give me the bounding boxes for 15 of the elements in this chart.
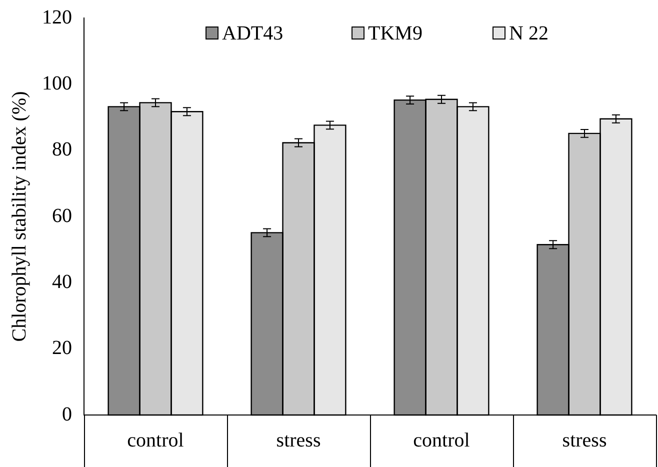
y-axis-title: Chlorophyll stability index (%) xyxy=(8,91,30,342)
legend-label: TKM9 xyxy=(368,22,422,44)
y-tick-label: 40 xyxy=(52,270,72,293)
x-tick-label: control xyxy=(127,429,184,452)
y-tick-label: 60 xyxy=(52,204,72,227)
legend-label: N 22 xyxy=(509,22,548,44)
y-tick-label: 20 xyxy=(52,337,72,360)
x-tick-label: stress xyxy=(562,429,607,452)
y-tick-label: 80 xyxy=(52,138,72,161)
legend-label: ADT43 xyxy=(222,22,284,44)
y-tick-label: 0 xyxy=(62,403,72,426)
y-tick-label: 100 xyxy=(42,72,72,94)
y-tick-label: 120 xyxy=(42,6,72,28)
x-tick-label: stress xyxy=(276,429,321,452)
x-tick-label: control xyxy=(413,429,470,452)
